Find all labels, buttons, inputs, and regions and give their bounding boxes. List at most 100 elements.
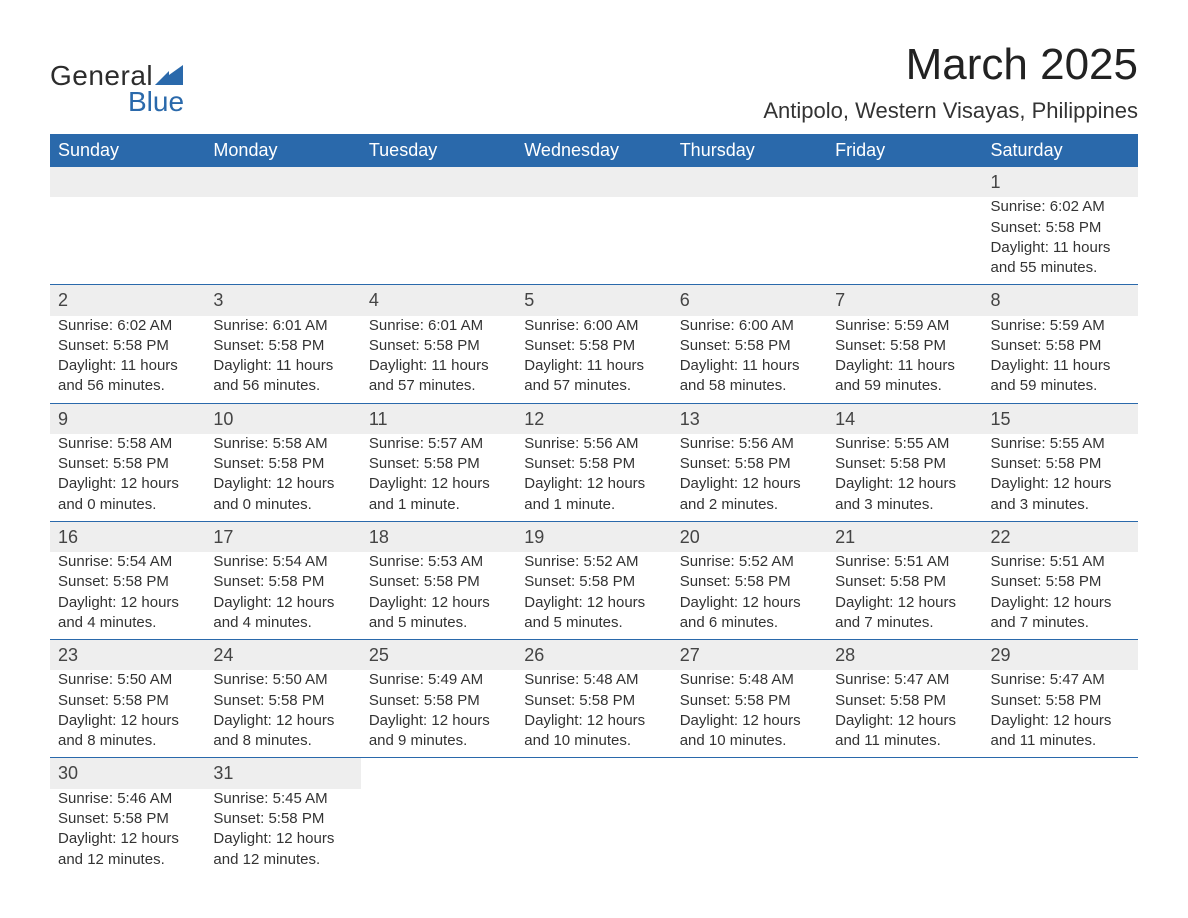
sunrise-text: Sunrise: 5:54 AM <box>58 552 197 572</box>
day-detail-cell: Sunrise: 5:47 AMSunset: 5:58 PMDaylight:… <box>827 670 982 758</box>
daylight-text: Daylight: 11 hours and 56 minutes. <box>213 356 352 397</box>
day-number-cell: 21 <box>827 521 982 552</box>
week-number-row: 1 <box>50 167 1138 197</box>
daylight-text: Daylight: 12 hours and 0 minutes. <box>58 474 197 515</box>
sunset-text: Sunset: 5:58 PM <box>991 454 1130 474</box>
day-detail-cell: Sunrise: 5:51 AMSunset: 5:58 PMDaylight:… <box>983 552 1138 640</box>
sunset-text: Sunset: 5:58 PM <box>58 691 197 711</box>
day-number-cell: 17 <box>205 521 360 552</box>
sunrise-text: Sunrise: 5:51 AM <box>835 552 974 572</box>
day-number-cell: 19 <box>516 521 671 552</box>
day-detail-cell: Sunrise: 5:59 AMSunset: 5:58 PMDaylight:… <box>983 316 1138 404</box>
day-detail-cell: Sunrise: 5:55 AMSunset: 5:58 PMDaylight:… <box>827 434 982 522</box>
daylight-text: Daylight: 12 hours and 5 minutes. <box>369 593 508 634</box>
day-number-cell <box>50 167 205 197</box>
sunrise-text: Sunrise: 5:56 AM <box>680 434 819 454</box>
day-number-cell: 29 <box>983 640 1138 671</box>
day-header: Wednesday <box>516 134 671 167</box>
day-number-cell: 30 <box>50 758 205 789</box>
day-number-cell: 20 <box>672 521 827 552</box>
day-detail-cell: Sunrise: 5:51 AMSunset: 5:58 PMDaylight:… <box>827 552 982 640</box>
day-number-cell: 24 <box>205 640 360 671</box>
daylight-text: Daylight: 11 hours and 57 minutes. <box>369 356 508 397</box>
day-detail-cell: Sunrise: 6:02 AMSunset: 5:58 PMDaylight:… <box>983 197 1138 285</box>
sunrise-text: Sunrise: 5:55 AM <box>835 434 974 454</box>
day-number-cell: 27 <box>672 640 827 671</box>
daylight-text: Daylight: 11 hours and 58 minutes. <box>680 356 819 397</box>
day-number-cell: 23 <box>50 640 205 671</box>
day-detail-cell: Sunrise: 5:48 AMSunset: 5:58 PMDaylight:… <box>672 670 827 758</box>
sunset-text: Sunset: 5:58 PM <box>835 336 974 356</box>
day-number-cell: 18 <box>361 521 516 552</box>
day-detail-cell: Sunrise: 5:53 AMSunset: 5:58 PMDaylight:… <box>361 552 516 640</box>
daylight-text: Daylight: 12 hours and 10 minutes. <box>524 711 663 752</box>
day-number-cell <box>672 758 827 789</box>
day-detail-cell <box>361 197 516 285</box>
sunrise-text: Sunrise: 6:02 AM <box>58 316 197 336</box>
day-number-cell: 16 <box>50 521 205 552</box>
week-detail-row: Sunrise: 5:46 AMSunset: 5:58 PMDaylight:… <box>50 789 1138 876</box>
day-detail-cell: Sunrise: 5:58 AMSunset: 5:58 PMDaylight:… <box>205 434 360 522</box>
sunset-text: Sunset: 5:58 PM <box>524 454 663 474</box>
day-detail-cell: Sunrise: 6:00 AMSunset: 5:58 PMDaylight:… <box>672 316 827 404</box>
day-number-cell: 12 <box>516 403 671 434</box>
day-number-cell <box>205 167 360 197</box>
day-detail-cell: Sunrise: 5:58 AMSunset: 5:58 PMDaylight:… <box>50 434 205 522</box>
day-detail-cell: Sunrise: 5:57 AMSunset: 5:58 PMDaylight:… <box>361 434 516 522</box>
sunrise-text: Sunrise: 5:57 AM <box>369 434 508 454</box>
day-number-cell: 3 <box>205 285 360 316</box>
sunset-text: Sunset: 5:58 PM <box>991 218 1130 238</box>
day-detail-cell <box>827 197 982 285</box>
sunset-text: Sunset: 5:58 PM <box>680 336 819 356</box>
daylight-text: Daylight: 12 hours and 11 minutes. <box>991 711 1130 752</box>
daylight-text: Daylight: 12 hours and 1 minute. <box>524 474 663 515</box>
day-detail-cell <box>827 789 982 876</box>
logo-word2: Blue <box>128 86 184 118</box>
logo: General Blue <box>50 40 184 118</box>
day-detail-cell: Sunrise: 5:52 AMSunset: 5:58 PMDaylight:… <box>516 552 671 640</box>
day-number-cell: 13 <box>672 403 827 434</box>
daylight-text: Daylight: 11 hours and 55 minutes. <box>991 238 1130 279</box>
sunset-text: Sunset: 5:58 PM <box>213 691 352 711</box>
day-detail-cell <box>516 197 671 285</box>
sunset-text: Sunset: 5:58 PM <box>991 572 1130 592</box>
day-number-cell: 2 <box>50 285 205 316</box>
sunrise-text: Sunrise: 5:50 AM <box>58 670 197 690</box>
sunrise-text: Sunrise: 5:49 AM <box>369 670 508 690</box>
day-detail-cell <box>672 197 827 285</box>
page-title: March 2025 <box>763 40 1138 90</box>
day-detail-cell: Sunrise: 5:48 AMSunset: 5:58 PMDaylight:… <box>516 670 671 758</box>
day-detail-cell: Sunrise: 5:54 AMSunset: 5:58 PMDaylight:… <box>205 552 360 640</box>
day-detail-cell: Sunrise: 5:50 AMSunset: 5:58 PMDaylight:… <box>50 670 205 758</box>
sunset-text: Sunset: 5:58 PM <box>369 336 508 356</box>
day-number-cell: 5 <box>516 285 671 316</box>
day-detail-cell <box>205 197 360 285</box>
day-detail-cell <box>50 197 205 285</box>
sunrise-text: Sunrise: 5:53 AM <box>369 552 508 572</box>
sunrise-text: Sunrise: 6:01 AM <box>369 316 508 336</box>
sunset-text: Sunset: 5:58 PM <box>369 572 508 592</box>
day-header: Sunday <box>50 134 205 167</box>
daylight-text: Daylight: 12 hours and 4 minutes. <box>58 593 197 634</box>
daylight-text: Daylight: 12 hours and 1 minute. <box>369 474 508 515</box>
day-header: Thursday <box>672 134 827 167</box>
day-number-cell: 1 <box>983 167 1138 197</box>
day-number-cell <box>827 167 982 197</box>
sunrise-text: Sunrise: 5:52 AM <box>524 552 663 572</box>
daylight-text: Daylight: 12 hours and 7 minutes. <box>835 593 974 634</box>
week-detail-row: Sunrise: 6:02 AMSunset: 5:58 PMDaylight:… <box>50 197 1138 285</box>
day-number-cell: 26 <box>516 640 671 671</box>
week-number-row: 3031 <box>50 758 1138 789</box>
sunrise-text: Sunrise: 6:00 AM <box>524 316 663 336</box>
sunset-text: Sunset: 5:58 PM <box>991 336 1130 356</box>
sunrise-text: Sunrise: 6:00 AM <box>680 316 819 336</box>
daylight-text: Daylight: 12 hours and 8 minutes. <box>213 711 352 752</box>
day-number-cell: 31 <box>205 758 360 789</box>
day-number-cell: 10 <box>205 403 360 434</box>
title-block: March 2025 Antipolo, Western Visayas, Ph… <box>763 40 1138 124</box>
day-number-cell <box>672 167 827 197</box>
day-number-cell: 28 <box>827 640 982 671</box>
sunset-text: Sunset: 5:58 PM <box>991 691 1130 711</box>
day-detail-cell <box>516 789 671 876</box>
day-detail-cell: Sunrise: 6:01 AMSunset: 5:58 PMDaylight:… <box>205 316 360 404</box>
